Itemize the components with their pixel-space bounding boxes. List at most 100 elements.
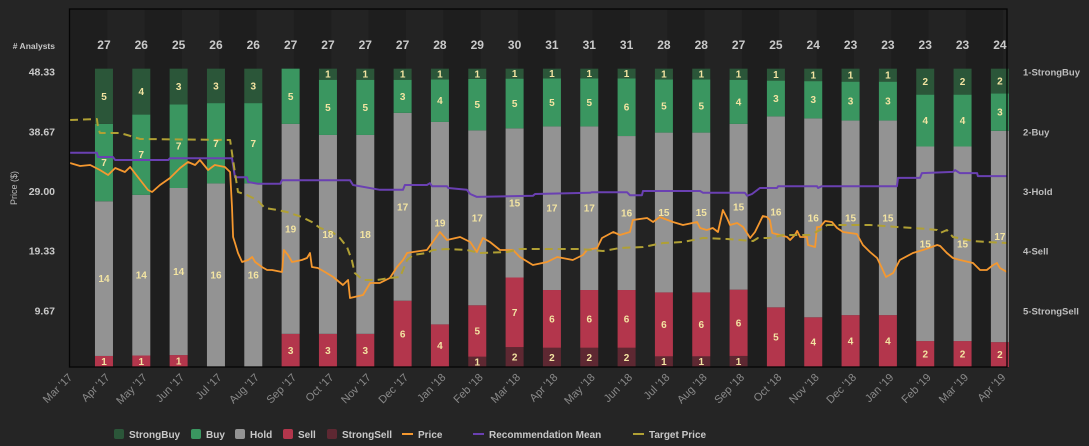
bar-value-label: 2 <box>922 77 928 88</box>
bar-value-label: 2 <box>586 353 592 364</box>
bar-segment-buy <box>729 79 748 124</box>
bar-segment-hold <box>206 183 225 367</box>
legend-swatch-icon <box>283 429 293 439</box>
legend-swatch-icon <box>191 429 201 439</box>
bar-value-label: 3 <box>400 92 406 103</box>
legend-item-strongsell[interactable]: StrongSell <box>327 429 392 441</box>
bar-value-label: 5 <box>549 98 555 109</box>
bar-segment-strongbuy <box>916 68 935 95</box>
bar-value-label: 16 <box>248 271 260 282</box>
bar-value-label: 5 <box>773 333 779 344</box>
bar-segment-strongbuy <box>505 68 524 79</box>
legend-item-hold[interactable]: Hold <box>235 429 272 441</box>
bar-value-label: 3 <box>848 97 854 108</box>
bar-value-label: 19 <box>285 224 297 235</box>
bar-value-label: 1 <box>549 69 555 80</box>
y-tick-label: 19.33 <box>29 246 55 258</box>
bar-segment-buy <box>953 94 972 147</box>
bar-value-label: 2 <box>512 353 518 364</box>
legend-item-target-price[interactable]: Target Price <box>633 430 706 441</box>
bar-value-label: 1 <box>773 70 779 81</box>
legend-item-price[interactable]: Price <box>402 430 443 441</box>
bar-segment-sell <box>804 317 823 367</box>
bar-value-label: 5 <box>362 103 368 114</box>
bar-segment-hold <box>878 120 897 316</box>
bar-value-label: 3 <box>213 81 219 92</box>
bar-value-label: 15 <box>845 213 857 224</box>
analyst-count: 25 <box>769 38 783 52</box>
line-series <box>69 118 1007 299</box>
bar-stack-jan-18 <box>430 68 449 367</box>
bar-value-label: 18 <box>322 230 334 241</box>
bar-segment-buy <box>580 78 599 127</box>
y-tick-label: 38.67 <box>29 126 55 138</box>
bar-segment-hold <box>430 121 449 325</box>
legend-item-recommendation-mean[interactable]: Recommendation Mean <box>473 430 601 441</box>
legend-item-buy[interactable]: Buy <box>191 429 225 441</box>
bar-value-label: 3 <box>176 82 182 93</box>
plot-border <box>68 8 1008 368</box>
bar-value-label: 1 <box>139 357 145 368</box>
bar-value-label: 1 <box>885 71 891 82</box>
analyst-count: 26 <box>209 38 223 52</box>
bar-value-label: 1 <box>512 69 518 80</box>
legend-label: Recommendation Mean <box>489 430 601 441</box>
bar-segment-strongbuy <box>393 68 412 80</box>
bar-value-label: 4 <box>885 337 891 348</box>
y-tick-label: 48.33 <box>29 67 55 79</box>
rating-tick-label: 2-Buy <box>1023 127 1050 138</box>
bar-value-label: 4 <box>736 97 742 108</box>
bar-value-label: 4 <box>922 116 928 127</box>
bar-value-label: 5 <box>474 326 480 337</box>
bar-value-label: 1 <box>848 71 854 82</box>
bar-value-label: 15 <box>658 208 670 219</box>
bar-segment-strongbuy <box>580 68 599 79</box>
bar-value-label: 6 <box>400 329 406 340</box>
bar-value-label: 3 <box>885 97 891 108</box>
bar-segment-strongbuy <box>804 68 823 82</box>
bar-value-label: 1 <box>661 69 667 80</box>
legend-swatch-icon <box>114 429 124 439</box>
analyst-count: 31 <box>620 38 634 52</box>
analyst-count: 23 <box>844 38 858 52</box>
bar-segment-strongbuy <box>617 68 636 79</box>
bar-value-label: 3 <box>810 95 816 106</box>
bar-segment-hold <box>804 118 823 318</box>
bar-segment-hold <box>318 134 337 334</box>
rating-tick-label: 5-StrongSell <box>1023 306 1079 317</box>
analyst-count-row: 27 26 25 26 26 27 27 27 27 28 29 30 31 31 31 28 28 27 25 24… <box>97 38 1007 52</box>
analyst-count: 27 <box>732 38 746 52</box>
legend-item-sell[interactable]: Sell <box>283 429 316 441</box>
analysts-row-label: # Analysts <box>13 41 55 51</box>
bar-stack-jan-19 <box>878 68 897 367</box>
y-tick-label: 9.67 <box>35 305 56 317</box>
analyst-count: 24 <box>807 38 821 52</box>
bar-value-label: 1 <box>736 357 742 368</box>
legend-label: Buy <box>206 430 225 441</box>
bar-segment-sell <box>654 292 673 357</box>
bar-value-label: 4 <box>139 87 145 98</box>
bar-stack-oct-18 <box>766 68 785 367</box>
bar-value-label: 15 <box>882 213 894 224</box>
legend-item-strongbuy[interactable]: StrongBuy <box>114 429 181 441</box>
bar-stack-aug-17 <box>244 68 263 367</box>
legend: StrongBuy Buy Hold Sell StrongSell Price Recom… <box>114 429 706 441</box>
bar-segment-strongbuy <box>878 68 897 82</box>
bar-segment-hold <box>692 132 711 293</box>
bar-segment-buy <box>430 79 449 122</box>
bar-value-label: 15 <box>920 239 932 250</box>
bar-segment-hold <box>132 194 151 356</box>
bar-segment-buy <box>393 79 412 113</box>
bar-value-label: 6 <box>624 103 630 114</box>
bar-value-label: 1 <box>474 357 480 368</box>
rating-tick-label: 3-Hold <box>1023 187 1053 198</box>
bar-value-label: 1 <box>437 69 443 80</box>
bar-segment-buy <box>206 103 225 184</box>
bar-segment-hold <box>617 136 636 291</box>
analyst-count: 26 <box>135 38 149 52</box>
bar-segment-strongbuy <box>244 68 263 104</box>
bar-segment-sell <box>318 333 337 367</box>
target-price-line <box>69 118 1007 281</box>
bar-value-label: 6 <box>586 314 592 325</box>
